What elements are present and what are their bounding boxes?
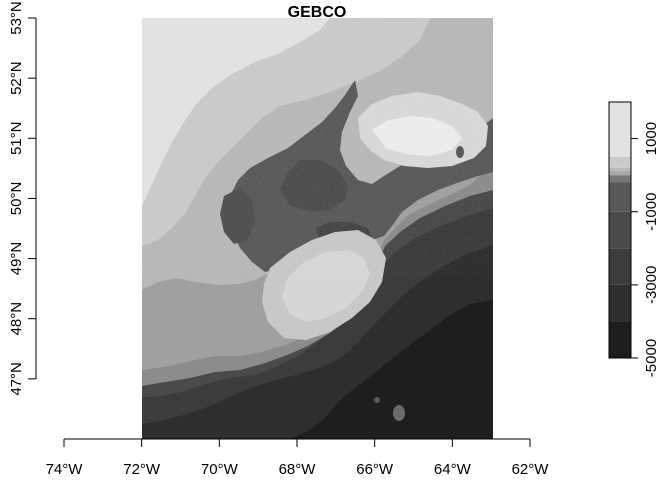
y-tick-label: 51°N: [8, 122, 25, 156]
bathymetry-raster: [142, 18, 493, 439]
y-tick-label: 49°N: [8, 242, 25, 276]
x-tick-label: 70°W: [201, 461, 239, 478]
colorbar-tick-label: -1000: [643, 193, 660, 231]
x-tick-label: 64°W: [434, 461, 472, 478]
x-tick-label: 62°W: [512, 461, 550, 478]
colorbar-band: [609, 171, 631, 176]
colorbar-band: [609, 211, 631, 249]
x-tick-label: 72°W: [123, 461, 161, 478]
colorbar-band: [609, 248, 631, 285]
colorbar-band: [609, 156, 631, 168]
colorbar-band: [609, 284, 631, 322]
colorbar-band: [609, 321, 631, 358]
colorbar: 1000 -1000 -3000 -5000: [608, 101, 660, 377]
x-tick-label: 66°W: [356, 461, 394, 478]
y-tick-label: 53°N: [8, 1, 25, 35]
y-tick-label: 48°N: [8, 302, 25, 336]
x-axis: 74°W 72°W 70°W 68°W 66°W 64°W 62°W: [46, 438, 550, 478]
y-tick-label: 52°N: [8, 61, 25, 95]
map-title: GEBCO: [288, 4, 347, 21]
colorbar-band: [609, 167, 631, 172]
y-tick-label: 47°N: [8, 362, 25, 396]
y-tick-label: 50°N: [8, 182, 25, 216]
colorbar-band: [609, 175, 631, 183]
colorbar-tick-label: 1000: [643, 122, 660, 155]
y-axis: 47°N 48°N 49°N 50°N 51°N 52°N 53°N: [8, 1, 37, 396]
x-tick-label: 74°W: [46, 461, 84, 478]
colorbar-frame: [608, 101, 632, 359]
colorbar-band: [609, 102, 631, 157]
colorbar-tick-label: -5000: [643, 339, 660, 377]
colorbar-band: [609, 182, 631, 212]
x-tick-label: 68°W: [279, 461, 317, 478]
colorbar-tick-label: -3000: [643, 266, 660, 304]
